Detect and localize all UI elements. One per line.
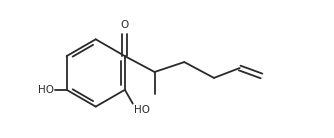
Text: O: O xyxy=(121,20,129,30)
Text: HO: HO xyxy=(134,105,150,115)
Text: HO: HO xyxy=(38,85,54,95)
